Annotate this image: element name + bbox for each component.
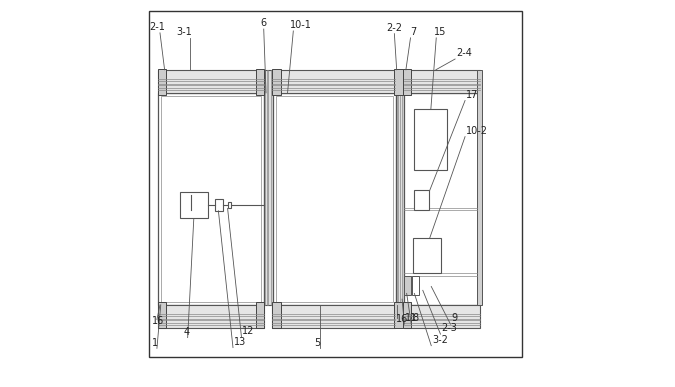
Bar — [477, 70, 482, 305]
Bar — [215, 199, 223, 211]
Bar — [394, 68, 403, 95]
Text: 3-1: 3-1 — [176, 27, 192, 37]
Bar — [273, 93, 396, 305]
Text: 8: 8 — [412, 313, 418, 324]
Bar — [413, 238, 441, 273]
Bar — [158, 70, 265, 93]
Bar — [272, 70, 395, 93]
Text: 2-3: 2-3 — [441, 324, 457, 333]
Bar — [265, 70, 273, 305]
Bar — [404, 305, 481, 328]
Text: 12: 12 — [242, 326, 254, 336]
Text: 9: 9 — [451, 313, 458, 324]
Text: 4: 4 — [184, 327, 190, 337]
Bar — [403, 302, 411, 328]
Text: 2-4: 2-4 — [456, 48, 472, 58]
Bar — [272, 305, 395, 328]
Bar — [404, 70, 481, 93]
Text: 17: 17 — [466, 90, 478, 100]
Bar — [161, 96, 261, 302]
Text: 10-2: 10-2 — [466, 126, 488, 136]
Bar — [403, 68, 411, 95]
Bar — [404, 93, 481, 305]
Bar — [158, 68, 166, 95]
Bar — [276, 96, 393, 302]
Text: 3-2: 3-2 — [432, 335, 448, 345]
Text: 7: 7 — [410, 27, 416, 37]
Bar — [158, 93, 265, 305]
Bar — [404, 276, 411, 295]
Text: 16: 16 — [396, 314, 408, 324]
Bar — [396, 70, 404, 305]
Bar — [158, 302, 166, 328]
Bar — [272, 68, 281, 95]
Bar — [227, 202, 231, 209]
Text: 1: 1 — [151, 337, 158, 348]
Bar — [412, 276, 418, 295]
Text: 2-1: 2-1 — [149, 22, 165, 32]
Bar — [180, 192, 208, 219]
Text: 2-2: 2-2 — [387, 23, 403, 33]
Text: 13: 13 — [234, 337, 246, 347]
Bar — [256, 68, 264, 95]
Bar — [414, 190, 429, 210]
Text: 15: 15 — [434, 27, 447, 37]
Text: 10-1: 10-1 — [290, 20, 311, 30]
Bar — [158, 305, 265, 328]
Text: 16: 16 — [151, 316, 164, 326]
Bar — [256, 302, 264, 328]
Bar — [394, 302, 403, 328]
Bar — [272, 302, 281, 328]
Text: 5: 5 — [315, 337, 321, 348]
Text: 11: 11 — [405, 313, 417, 324]
Bar — [414, 109, 447, 170]
Text: 6: 6 — [260, 18, 266, 28]
